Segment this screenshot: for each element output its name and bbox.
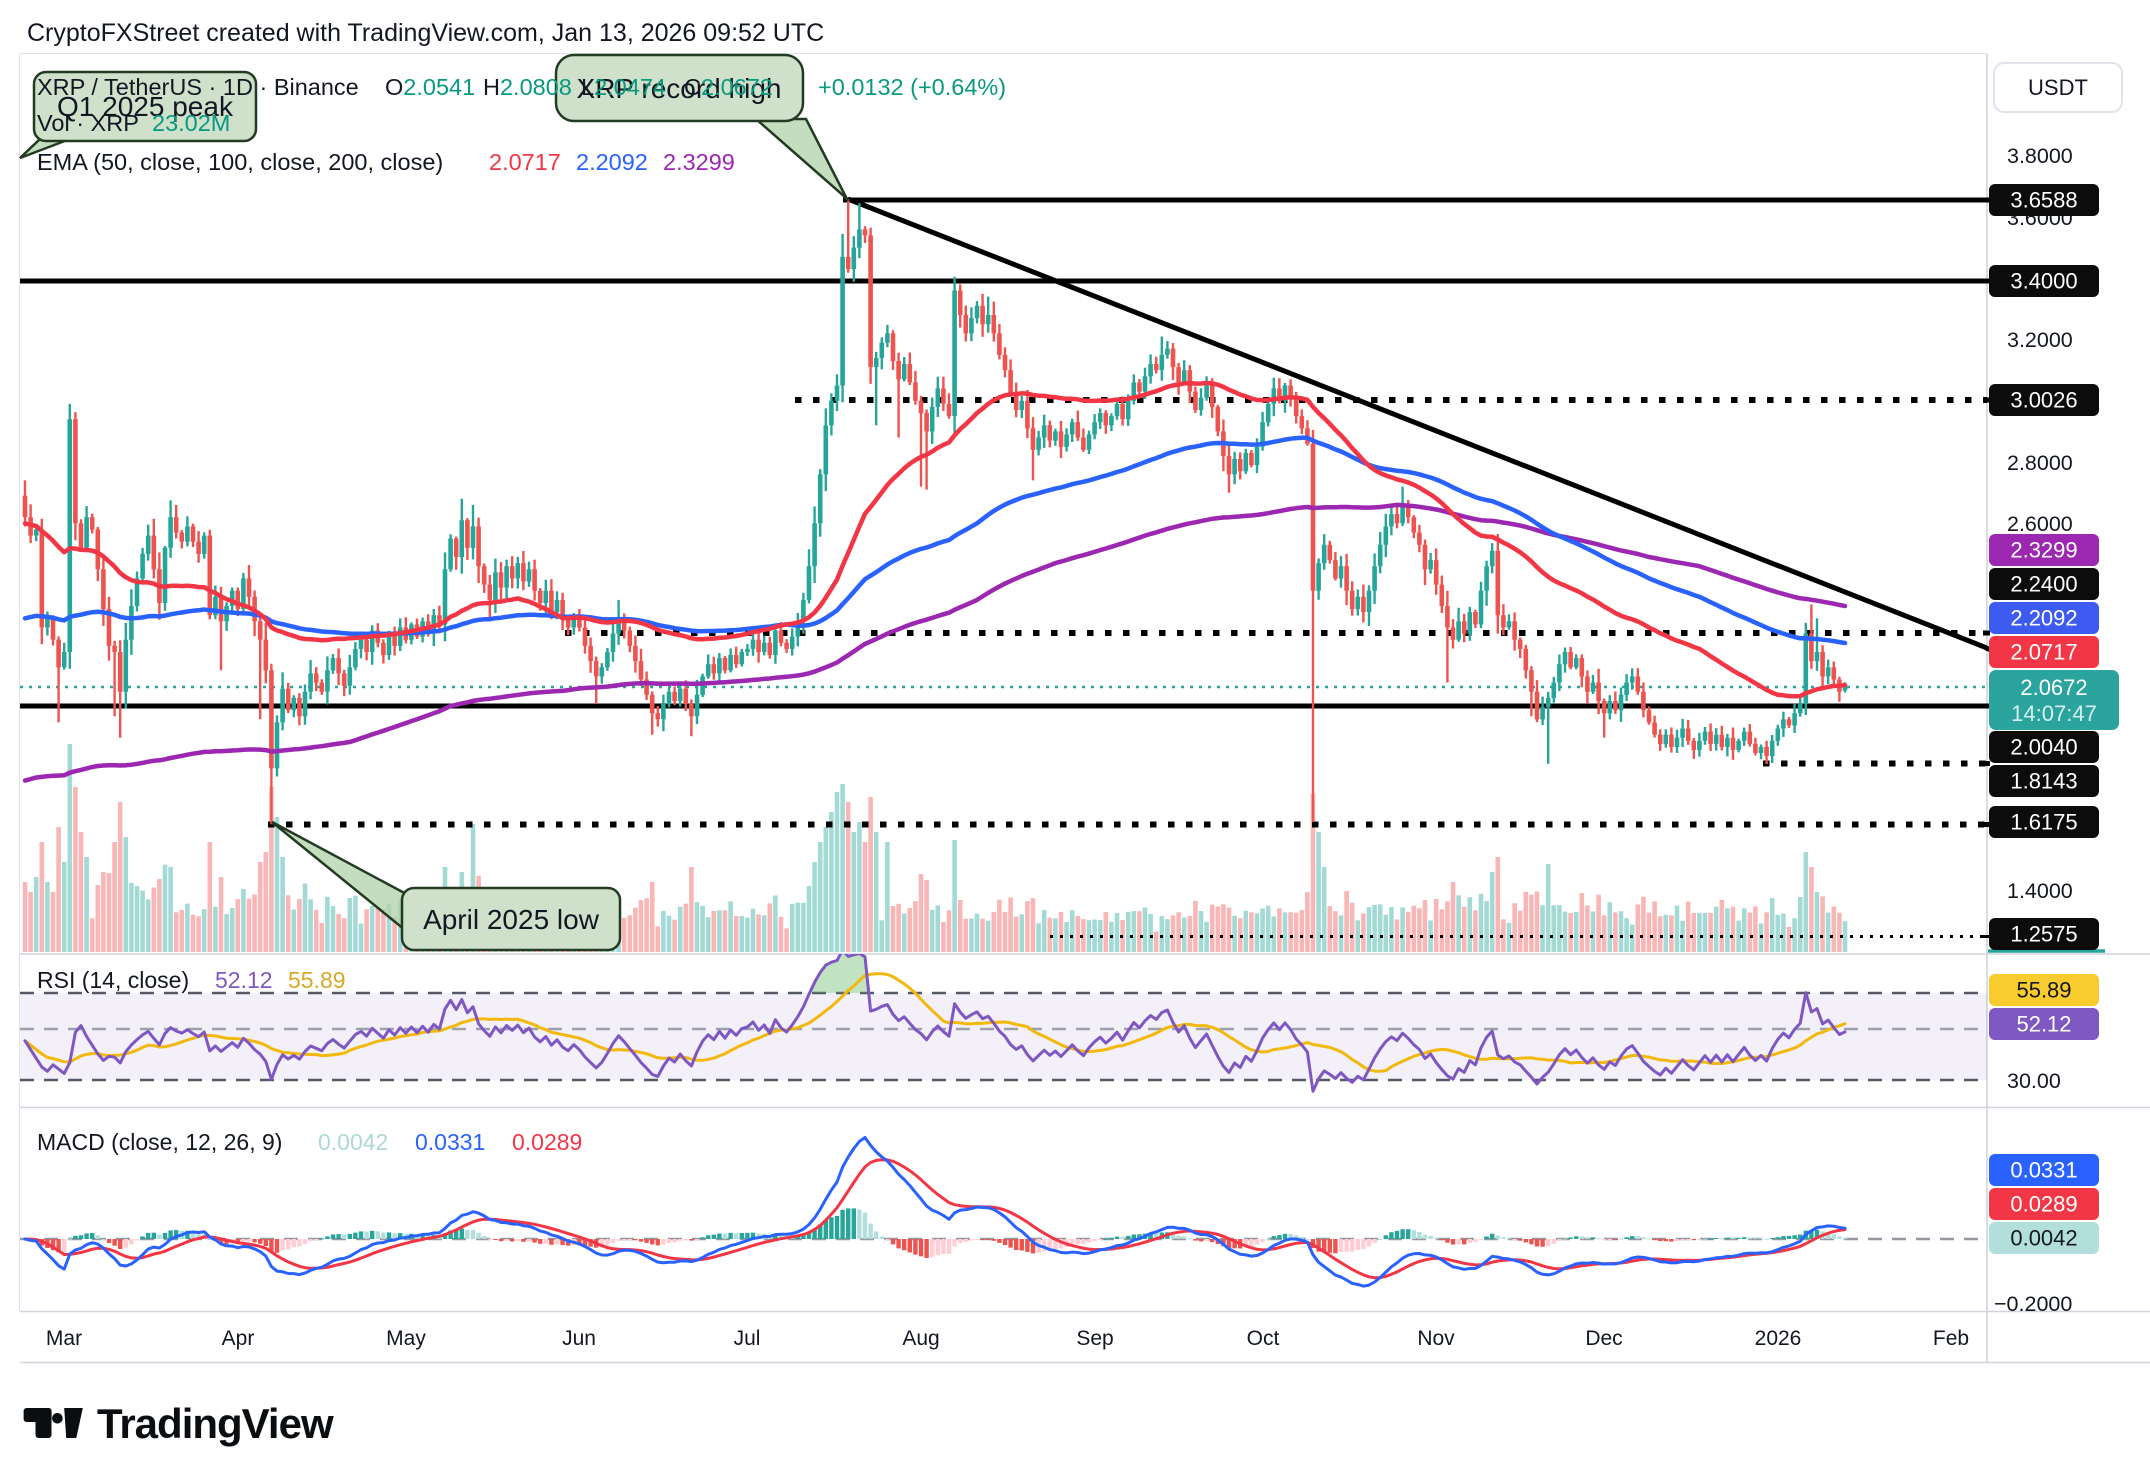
svg-text:2.8000: 2.8000 [2007,451,2073,475]
svg-text:0.0042: 0.0042 [2010,1226,2077,1251]
svg-text:1.4000: 1.4000 [2007,879,2073,903]
svg-text:O2.0541: O2.0541 [385,74,475,100]
svg-text:52.12: 52.12 [2016,1012,2071,1037]
svg-text:2.0040: 2.0040 [2010,735,2077,760]
svg-text:2.6000: 2.6000 [2007,512,2073,536]
svg-text:14:07:47: 14:07:47 [2011,701,2097,726]
svg-text:−0.2000: −0.2000 [1994,1292,2072,1316]
svg-text:2.2092: 2.2092 [2010,606,2077,631]
svg-text:2.3299: 2.3299 [2010,538,2077,563]
svg-text:Nov: Nov [1417,1327,1455,1350]
svg-text:EMA (50, close, 100, close, 20: EMA (50, close, 100, close, 200, close) [37,149,443,175]
svg-text:Sep: Sep [1076,1327,1113,1350]
svg-text:3.0026: 3.0026 [2010,388,2077,413]
svg-text:0.0331: 0.0331 [415,1129,485,1155]
svg-text:TradingView: TradingView [97,1400,334,1447]
svg-text:23.02M: 23.02M [152,110,230,136]
svg-text:RSI (14, close): RSI (14, close) [37,967,189,993]
svg-text:XRP record high: XRP record high [577,73,782,104]
svg-text:XRP / TetherUS · 1D · Binance: XRP / TetherUS · 1D · Binance [37,74,359,100]
svg-text:Jul: Jul [734,1327,761,1350]
svg-text:1.2575: 1.2575 [2010,922,2077,947]
svg-text:55.89: 55.89 [288,967,346,993]
svg-text:L2.0474: L2.0474 [581,74,666,100]
svg-text:0.0331: 0.0331 [2010,1158,2077,1183]
svg-text:30.00: 30.00 [2007,1069,2061,1093]
svg-text:2.3299: 2.3299 [663,149,735,175]
svg-text:3.4000: 3.4000 [2010,269,2077,294]
svg-text:Dec: Dec [1585,1327,1622,1350]
svg-text:2.2092: 2.2092 [576,149,648,175]
svg-text:Q1 2025 peak: Q1 2025 peak [57,91,234,122]
svg-text:Feb: Feb [1933,1327,1969,1350]
svg-text:3.6588: 3.6588 [2010,188,2077,213]
svg-text:3.2000: 3.2000 [2007,328,2073,352]
svg-text:0.0289: 0.0289 [2010,1192,2077,1217]
svg-text:0.0042: 0.0042 [318,1129,388,1155]
svg-text:MACD (close, 12, 26, 9): MACD (close, 12, 26, 9) [37,1129,282,1155]
svg-text:2026: 2026 [1755,1327,1802,1350]
svg-text:2.2400: 2.2400 [2010,572,2077,597]
svg-text:CryptoFXStreet created with Tr: CryptoFXStreet created with TradingView.… [27,19,824,47]
svg-text:Jun: Jun [562,1327,596,1350]
svg-text:52.12: 52.12 [215,967,273,993]
svg-text:May: May [386,1327,426,1350]
svg-text:2.0717: 2.0717 [489,149,561,175]
svg-text:Oct: Oct [1247,1327,1280,1350]
svg-text:1.8143: 1.8143 [2010,769,2077,794]
svg-text:Apr: Apr [222,1327,255,1350]
svg-text:USDT: USDT [2028,75,2088,100]
svg-text:C2.0672: C2.0672 [684,74,773,100]
svg-text:April 2025 low: April 2025 low [423,904,600,935]
svg-text:0.0289: 0.0289 [512,1129,582,1155]
svg-text:2.0672: 2.0672 [2020,675,2087,700]
svg-text:Mar: Mar [46,1327,82,1350]
svg-text:1.6175: 1.6175 [2010,810,2077,835]
svg-text:Vol · XRP: Vol · XRP [37,110,139,136]
svg-text:H2.0808: H2.0808 [483,74,572,100]
svg-text:2.0717: 2.0717 [2010,640,2077,665]
svg-text:55.89: 55.89 [2016,978,2071,1003]
svg-text:Aug: Aug [902,1327,939,1350]
svg-text:3.8000: 3.8000 [2007,144,2073,168]
svg-text:+0.0132 (+0.64%): +0.0132 (+0.64%) [818,74,1006,100]
